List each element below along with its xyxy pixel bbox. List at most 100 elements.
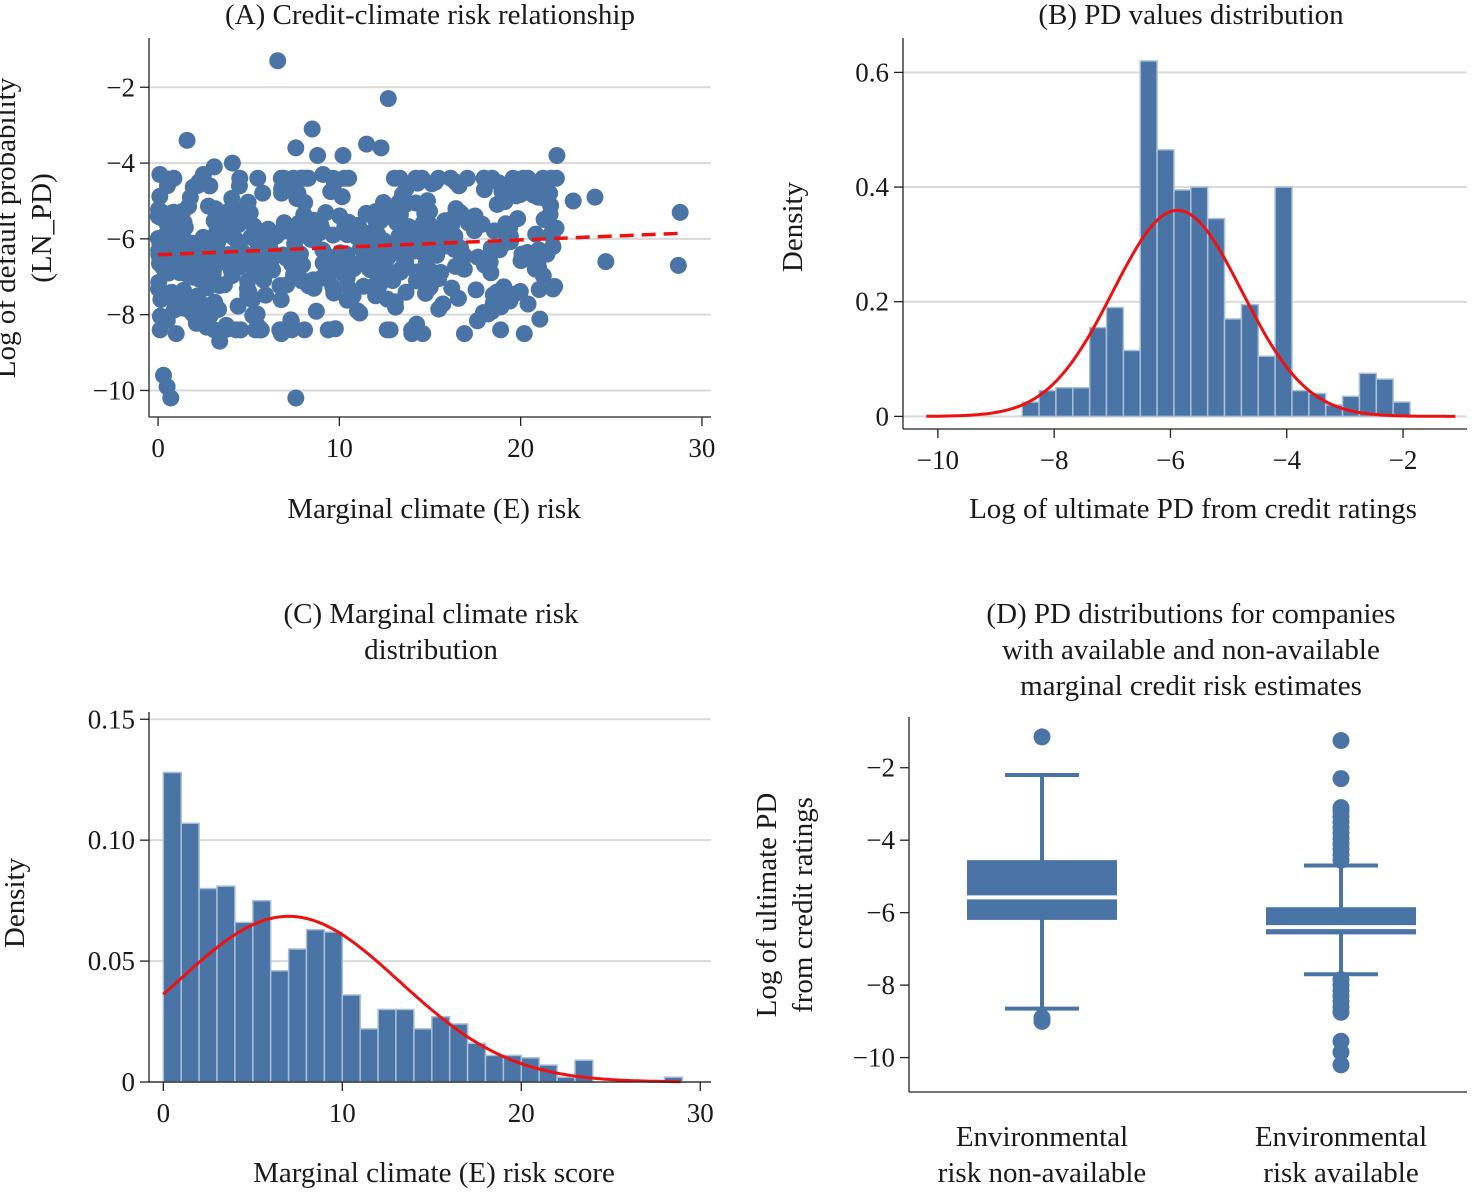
chart-title-line: (C) Marginal climate risk bbox=[283, 598, 579, 630]
scatter-point bbox=[391, 169, 409, 187]
scatter-point bbox=[421, 278, 439, 296]
scatter-point bbox=[272, 325, 290, 343]
scatter-point bbox=[452, 244, 470, 262]
y-tick-label: −6 bbox=[866, 898, 895, 928]
histogram-bar bbox=[1291, 389, 1310, 418]
y-tick-label: 0.2 bbox=[855, 287, 889, 317]
histogram-bar bbox=[1392, 401, 1411, 418]
scatter-point bbox=[312, 216, 330, 234]
scatter-point bbox=[345, 260, 363, 278]
histogram-bar bbox=[1206, 217, 1226, 418]
chart-title-line: (B) PD values distribution bbox=[1038, 0, 1344, 31]
scatter-point bbox=[544, 280, 562, 298]
scatter-point bbox=[260, 235, 278, 253]
chart-title-line: (A) Credit-climate risk relationship bbox=[225, 0, 635, 31]
scatter-point bbox=[150, 273, 168, 291]
scatter-point bbox=[541, 205, 559, 223]
y-tick-label: −4 bbox=[866, 825, 895, 855]
scatter-point bbox=[322, 183, 340, 201]
scatter-point bbox=[358, 135, 376, 153]
histogram-bar bbox=[1240, 303, 1260, 418]
x-category-label: risk available bbox=[1263, 1157, 1418, 1189]
y-tick-label: −10 bbox=[853, 1043, 895, 1073]
panel-a-scatter: −2 −4 −6 −8 −10 0 10 20 30 (A) Credit-climate ris… bbox=[0, 0, 715, 525]
scatter-point bbox=[318, 269, 336, 287]
x-tick-label: 30 bbox=[687, 1098, 714, 1128]
scatter-point bbox=[432, 218, 450, 236]
outlier-point bbox=[1332, 732, 1350, 750]
scatter-point bbox=[285, 266, 303, 284]
scatter-point bbox=[432, 264, 450, 282]
y-tick-label: −6 bbox=[106, 224, 135, 254]
scatter-point bbox=[547, 169, 565, 187]
chart-title-line: (D) PD distributions for companies bbox=[986, 598, 1395, 630]
histogram-bar bbox=[377, 1008, 397, 1083]
y-tick-label: −8 bbox=[106, 300, 135, 330]
histogram-bar bbox=[484, 1054, 505, 1083]
histogram-bar bbox=[556, 1076, 576, 1083]
scatter-point bbox=[170, 242, 188, 260]
outlier-point bbox=[1332, 1056, 1350, 1074]
histogram-bar bbox=[431, 1015, 451, 1083]
scatter-point bbox=[314, 241, 332, 259]
x-category-label: Environmental bbox=[1255, 1121, 1427, 1153]
x-tick-label: −4 bbox=[1272, 445, 1301, 475]
outlier-point bbox=[1332, 851, 1350, 869]
x-tick-label: −10 bbox=[917, 445, 959, 475]
scatter-point bbox=[531, 310, 549, 328]
histogram-bar bbox=[1257, 355, 1276, 418]
scatter-point bbox=[287, 139, 305, 157]
scatter-point bbox=[288, 189, 306, 207]
scatter-point bbox=[443, 279, 461, 297]
scatter-point bbox=[249, 169, 267, 187]
scatter-point bbox=[455, 325, 473, 343]
scatter-point bbox=[178, 131, 196, 149]
x-tick-label: 10 bbox=[326, 433, 353, 463]
scatter-point bbox=[298, 273, 316, 291]
histogram-bar bbox=[269, 970, 290, 1083]
scatter-point bbox=[162, 389, 180, 407]
scatter-point bbox=[303, 120, 321, 138]
y-tick-label: −4 bbox=[106, 148, 135, 178]
scatter-point bbox=[277, 249, 295, 267]
histogram-bar bbox=[1223, 318, 1243, 418]
y-tick-label: 0 bbox=[122, 1067, 136, 1097]
scatter-point bbox=[492, 298, 510, 316]
histogram-bar bbox=[448, 1023, 469, 1083]
scatter-point bbox=[467, 281, 485, 299]
x-axis-label: Log of ultimate PD from credit ratings bbox=[969, 493, 1417, 525]
scatter-point bbox=[408, 173, 426, 191]
scatter-point bbox=[419, 213, 437, 231]
scatter-point bbox=[547, 219, 565, 237]
scatter-point bbox=[503, 173, 521, 191]
histogram-bar bbox=[1156, 149, 1175, 418]
scatter-point bbox=[334, 146, 352, 164]
x-axis-label: Marginal climate (E) risk bbox=[287, 493, 581, 525]
scatter-point bbox=[548, 146, 566, 164]
scatter-point bbox=[254, 184, 272, 202]
scatter-point bbox=[515, 325, 533, 343]
scatter-point bbox=[184, 178, 202, 196]
scatter-point bbox=[292, 169, 310, 187]
x-tick-label: −6 bbox=[1156, 445, 1185, 475]
histogram-bar bbox=[323, 931, 344, 1083]
scatter-point bbox=[219, 250, 237, 268]
histogram-bar bbox=[216, 885, 236, 1083]
y-tick-label: −2 bbox=[106, 72, 135, 102]
histogram-bar bbox=[287, 948, 308, 1083]
y-tick-label: −8 bbox=[866, 970, 895, 1000]
scatter-point bbox=[245, 265, 263, 283]
histogram-bar bbox=[359, 1028, 379, 1083]
scatter-point bbox=[418, 192, 436, 210]
y-tick-label: −10 bbox=[93, 375, 135, 405]
scatter-point bbox=[455, 260, 473, 278]
histogram-bar bbox=[180, 822, 200, 1083]
y-tick-label: −2 bbox=[866, 753, 895, 783]
histogram-bar bbox=[234, 921, 254, 1083]
y-tick-label: 0.10 bbox=[88, 825, 135, 855]
scatter-point bbox=[434, 295, 452, 313]
scatter-point bbox=[509, 210, 527, 228]
x-tick-label: 0 bbox=[151, 433, 165, 463]
histogram-bar bbox=[1088, 326, 1108, 418]
scatter-point bbox=[309, 146, 327, 164]
